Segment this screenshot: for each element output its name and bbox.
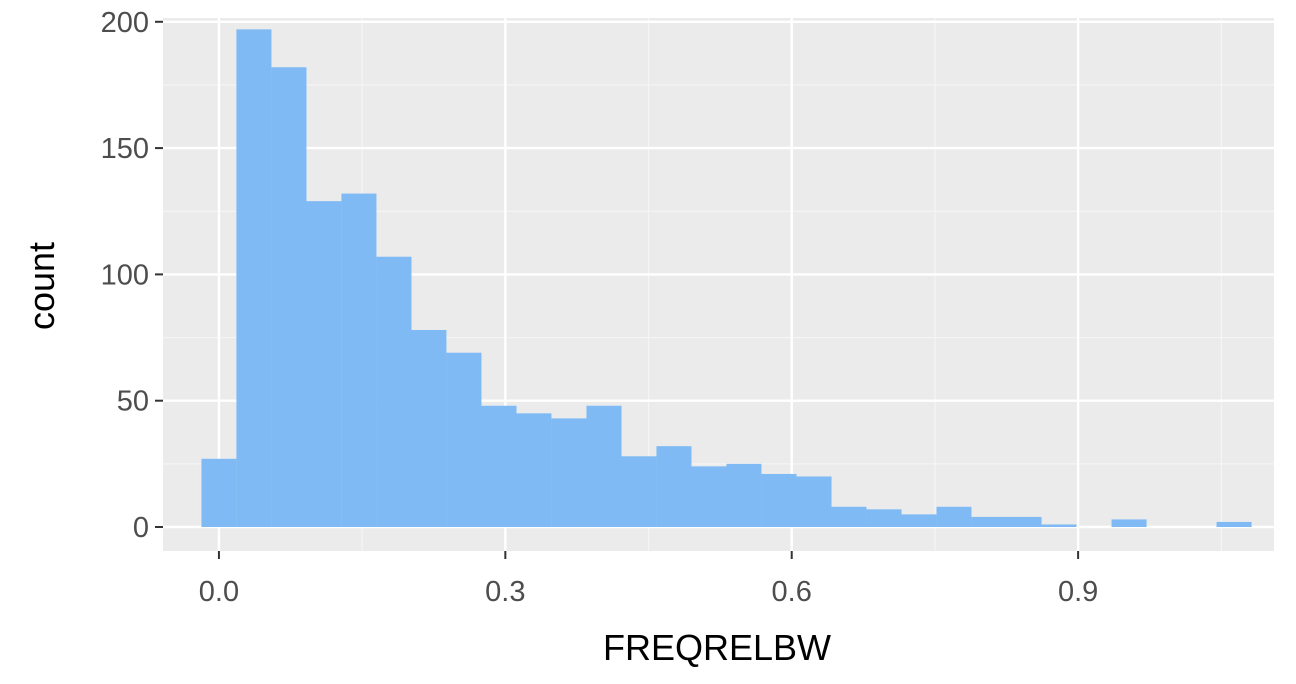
histogram-bar-10: [551, 418, 587, 528]
histogram-bar-11: [586, 405, 622, 528]
histogram-bar-0: [201, 458, 237, 528]
histogram-bar-18: [831, 506, 867, 528]
histogram-bar-4: [341, 193, 377, 528]
x-axis-title: FREQRELBW: [603, 627, 831, 668]
histogram-bar-16: [761, 473, 797, 528]
y-tick-label: 50: [117, 386, 149, 418]
histogram-bar-9: [516, 413, 552, 528]
histogram-bar-22: [971, 516, 1007, 528]
y-tick-label: 0: [133, 512, 149, 544]
histogram-bar-19: [866, 509, 902, 528]
y-tick-label: 100: [101, 259, 149, 291]
histogram-bar-7: [446, 352, 482, 528]
y-tick-label: 200: [101, 7, 149, 39]
histogram-bar-24: [1041, 524, 1077, 528]
histogram-bars: [201, 29, 1252, 528]
histogram-bar-13: [656, 446, 692, 528]
y-axis-title: count: [21, 242, 62, 330]
x-tick-label: 0.6: [772, 576, 812, 608]
histogram-bar-2: [271, 67, 307, 528]
histogram-bar-29: [1216, 521, 1252, 528]
x-tick-label: 0.3: [485, 576, 525, 608]
y-tick-label: 150: [101, 133, 149, 165]
histogram-bar-3: [306, 201, 342, 528]
x-tick-label: 0.0: [199, 576, 239, 608]
histogram-bar-21: [936, 506, 972, 528]
histogram-bar-23: [1006, 516, 1042, 528]
histogram-bar-26: [1111, 519, 1147, 528]
histogram-bar-8: [481, 405, 517, 528]
y-axis: 0 50 100 150 200: [101, 7, 163, 544]
histogram-bar-14: [691, 466, 727, 528]
x-axis: 0.0 0.3 0.6 0.9: [199, 551, 1098, 608]
histogram-bar-12: [621, 456, 657, 528]
histogram-bar-20: [901, 514, 937, 528]
histogram-bar-1: [236, 29, 272, 528]
x-tick-label: 0.9: [1058, 576, 1098, 608]
histogram-bar-5: [376, 256, 412, 528]
histogram-bar-17: [796, 476, 832, 528]
histogram-bar-6: [411, 329, 447, 528]
histogram-bar-15: [726, 463, 762, 528]
grid-minor: [163, 18, 1274, 551]
